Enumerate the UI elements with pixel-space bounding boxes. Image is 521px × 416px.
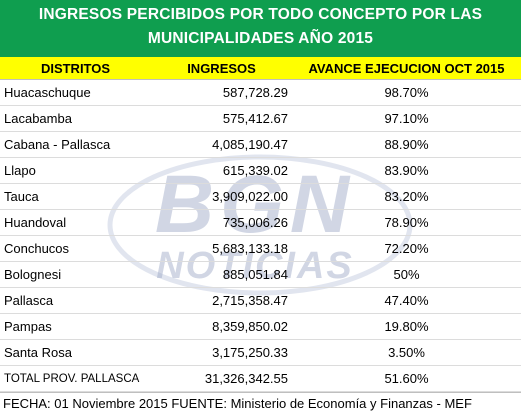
cell-distrito: Huacaschuque	[0, 79, 151, 106]
cell-distrito: Huandoval	[0, 209, 151, 236]
cell-ingresos: 2,715,358.47	[151, 287, 292, 314]
cell-avance: 98.70%	[292, 79, 521, 106]
cell-distrito: Conchucos	[0, 235, 151, 262]
cell-total-ingresos: 31,326,342.55	[151, 365, 292, 392]
table-title: INGRESOS PERCIBIDOS POR TODO CONCEPTO PO…	[0, 0, 521, 57]
cell-distrito: Cabana - Pallasca	[0, 131, 151, 158]
table-row: Lacabamba 575,412.67 97.10%	[0, 105, 521, 132]
cell-distrito: Pallasca	[0, 287, 151, 314]
cell-avance: 83.90%	[292, 157, 521, 184]
cell-distrito: Llapo	[0, 157, 151, 184]
cell-ingresos: 5,683,133.18	[151, 235, 292, 262]
title-line-1: INGRESOS PERCIBIDOS POR TODO CONCEPTO PO…	[38, 6, 483, 23]
header-avance: AVANCE EJECUCION OCT 2015	[292, 57, 521, 80]
cell-avance: 50%	[292, 261, 521, 288]
cell-distrito: Tauca	[0, 183, 151, 210]
cell-total-label: TOTAL PROV. PALLASCA	[0, 365, 151, 392]
table-row: Conchucos 5,683,133.18 72.20%	[0, 235, 521, 262]
table-row: Tauca 3,909,022.00 83.20%	[0, 183, 521, 210]
cell-distrito: Bolognesi	[0, 261, 151, 288]
cell-avance: 19.80%	[292, 313, 521, 340]
cell-ingresos: 8,359,850.02	[151, 313, 292, 340]
cell-avance: 3.50%	[292, 339, 521, 366]
table-row: Cabana - Pallasca 4,085,190.47 88.90%	[0, 131, 521, 158]
header-distritos: DISTRITOS	[0, 57, 151, 80]
cell-total-avance: 51.60%	[292, 365, 521, 392]
ingresos-table: DISTRITOS INGRESOS AVANCE EJECUCION OCT …	[0, 57, 521, 392]
table-row: Huandoval 735,006.26 78.90%	[0, 209, 521, 236]
cell-avance: 47.40%	[292, 287, 521, 314]
cell-ingresos: 587,728.29	[151, 79, 292, 106]
cell-ingresos: 885,051.84	[151, 261, 292, 288]
cell-avance: 97.10%	[292, 105, 521, 132]
table-row: Pampas 8,359,850.02 19.80%	[0, 313, 521, 340]
cell-ingresos: 4,085,190.47	[151, 131, 292, 158]
cell-ingresos: 615,339.02	[151, 157, 292, 184]
total-row: TOTAL PROV. PALLASCA 31,326,342.55 51.60…	[0, 365, 521, 392]
title-line-2: MUNICIPALIDADES AÑO 2015	[147, 30, 374, 47]
cell-ingresos: 575,412.67	[151, 105, 292, 132]
cell-ingresos: 3,175,250.33	[151, 339, 292, 366]
table-row: Bolognesi 885,051.84 50%	[0, 261, 521, 288]
table-row: Pallasca 2,715,358.47 47.40%	[0, 287, 521, 314]
cell-distrito: Santa Rosa	[0, 339, 151, 366]
table-row: Llapo 615,339.02 83.90%	[0, 157, 521, 184]
cell-ingresos: 735,006.26	[151, 209, 292, 236]
cell-avance: 78.90%	[292, 209, 521, 236]
cell-avance: 88.90%	[292, 131, 521, 158]
cell-distrito: Pampas	[0, 313, 151, 340]
table-row: Huacaschuque 587,728.29 98.70%	[0, 79, 521, 106]
header-row: DISTRITOS INGRESOS AVANCE EJECUCION OCT …	[0, 57, 521, 80]
header-ingresos: INGRESOS	[151, 57, 292, 80]
source-footer: FECHA: 01 Noviembre 2015 FUENTE: Ministe…	[0, 392, 521, 415]
cell-avance: 72.20%	[292, 235, 521, 262]
cell-ingresos: 3,909,022.00	[151, 183, 292, 210]
table-row: Santa Rosa 3,175,250.33 3.50%	[0, 339, 521, 366]
cell-avance: 83.20%	[292, 183, 521, 210]
cell-distrito: Lacabamba	[0, 105, 151, 132]
